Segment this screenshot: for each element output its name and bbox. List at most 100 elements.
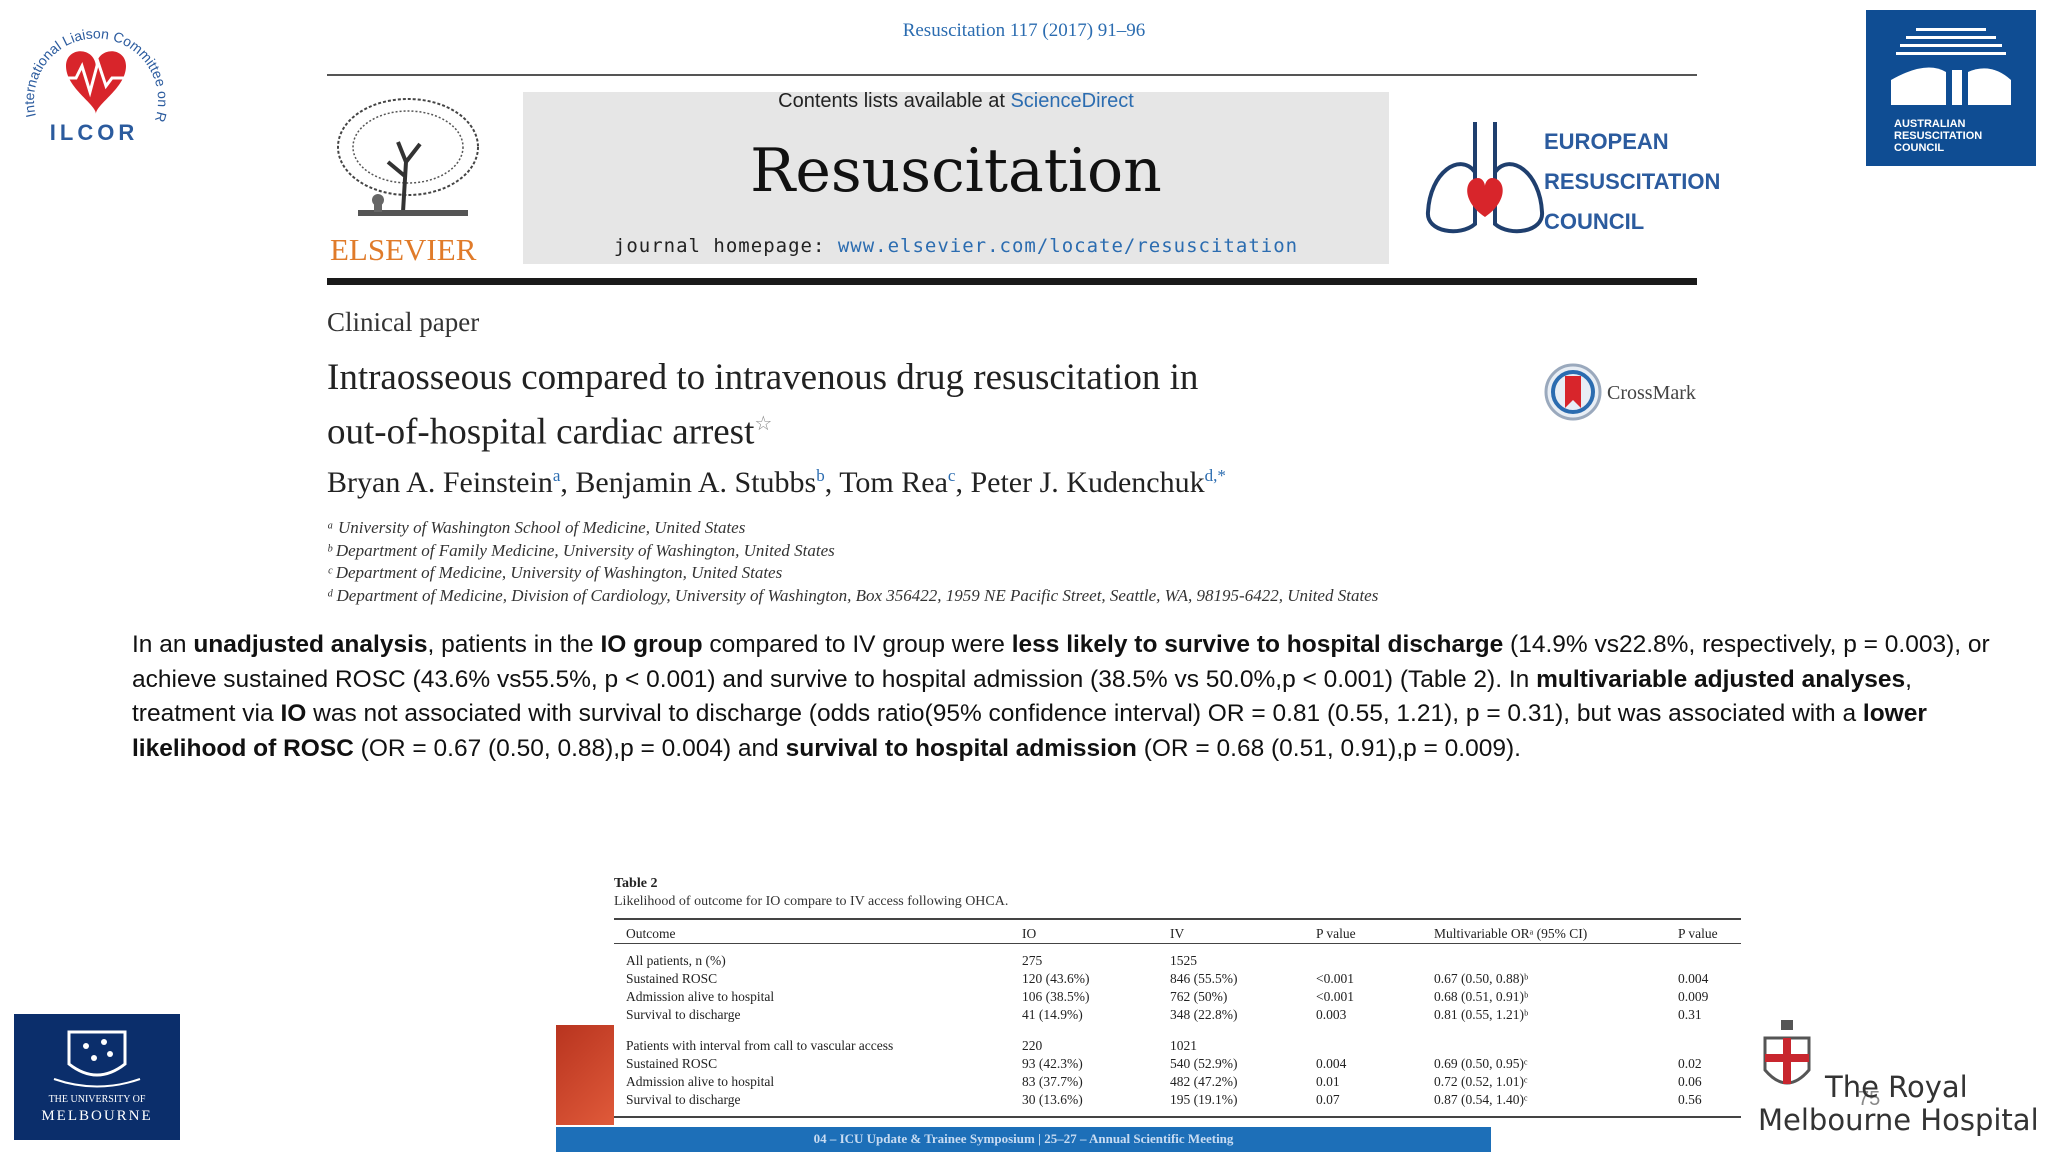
summary-emphasis: IO <box>280 700 307 727</box>
affiliation: ᵈ Department of Medicine, Division of Ca… <box>327 586 1379 605</box>
summary-text: , patients in the <box>427 631 601 658</box>
title-star-icon: ☆ <box>754 413 773 435</box>
author-name: Benjamin A. Stubbs <box>575 466 817 499</box>
ilcor-logo: International Liaison Committee on Resus… <box>6 6 171 145</box>
unimelb-top: THE UNIVERSITY OF <box>48 1094 146 1105</box>
unimelb-logo <box>14 1014 180 1140</box>
table-header-cell: Outcome <box>626 926 676 941</box>
table-cell: 0.01 <box>1316 1074 1340 1089</box>
table-cell: 0.07 <box>1316 1092 1340 1107</box>
table-cell: 762 (50%) <box>1170 989 1228 1004</box>
summary-emphasis: multivariable adjusted analyses <box>1536 665 1906 693</box>
table-cell: <0.001 <box>1316 989 1354 1004</box>
table-rule-top <box>614 918 1741 920</box>
arc-line3: COUNCIL <box>1894 142 1945 154</box>
summary-emphasis: less likely to survive to hospital disch… <box>1011 631 1504 658</box>
table-cell: 0.003 <box>1316 1007 1347 1022</box>
table-cell: 0.69 (0.50, 0.95)ᶜ <box>1434 1056 1528 1071</box>
author-list: Bryan A. Feinsteina, Benjamin A. Stubbsb… <box>327 466 1226 499</box>
title-line2: out-of-hospital cardiac arrest <box>327 411 755 453</box>
homepage-prefix: journal homepage: <box>613 235 838 257</box>
summary-text: was not associated with survival to disc… <box>306 700 1863 727</box>
table-cell: <0.001 <box>1316 971 1354 986</box>
summary-paragraph: In an unadjusted analysis, patients in t… <box>132 628 2012 766</box>
table-cell: 83 (37.7%) <box>1022 1074 1083 1089</box>
table-row-label: Sustained ROSC <box>626 971 718 986</box>
elsevier-wordmark: ELSEVIER <box>330 232 477 267</box>
table-row-label: Admission alive to hospital <box>626 989 775 1004</box>
contents-line: Contents lists available at ScienceDirec… <box>523 90 1389 113</box>
table-row-label: Survival to discharge <box>626 1092 741 1107</box>
table-row-label: All patients, n (%) <box>626 953 726 968</box>
table-row-label: Sustained ROSC <box>626 1056 718 1071</box>
summary-text: (OR = 0.68 (0.51, 0.91),p = 0.009). <box>1136 734 1521 762</box>
slide-number: 75 <box>1858 1088 1881 1110</box>
rmh-crest-icon <box>1763 1020 1811 1085</box>
table-rule-bottom <box>614 1116 1741 1118</box>
author-sup: d,* <box>1204 466 1226 485</box>
author-sup: c <box>947 466 956 485</box>
table-cell: 93 (42.3%) <box>1022 1056 1083 1071</box>
table-cell: 0.87 (0.54, 1.40)ᶜ <box>1434 1092 1528 1107</box>
journal-title: Resuscitation <box>750 136 1162 206</box>
table-row-label: Survival to discharge <box>626 1007 741 1022</box>
rmh-line1: The Royal <box>1825 1070 1968 1104</box>
table-title: Table 2 <box>614 876 658 891</box>
summary-emphasis: IO group <box>600 631 703 658</box>
table-cell: 348 (22.8%) <box>1170 1007 1238 1022</box>
author-name: Tom Rea <box>839 466 948 499</box>
affiliation: ᵃ University of Washington School of Med… <box>327 518 746 537</box>
crossmark-label[interactable]: CrossMark <box>1607 382 1696 404</box>
table-header-cell: P value <box>1316 926 1356 941</box>
journal-banner <box>523 92 1389 264</box>
arc-line1: AUSTRALIAN <box>1894 118 1966 130</box>
table-header-cell: IV <box>1170 926 1185 941</box>
crossmark-icon[interactable] <box>1543 362 1603 422</box>
erc-line2: RESUSCITATION <box>1544 169 1721 194</box>
arc-emblem-icon <box>1891 28 2011 105</box>
table-cell: 220 <box>1022 1038 1043 1053</box>
summary-text: , treatment via <box>132 665 1912 728</box>
table-cell: 0.81 (0.55, 1.21)ᵇ <box>1434 1007 1529 1022</box>
sciencedirect-link[interactable]: ScienceDirect <box>1010 90 1134 112</box>
header-rule-top <box>327 74 1697 76</box>
table-cell: 1525 <box>1170 953 1197 968</box>
summary-emphasis: unadjusted analysis <box>193 631 428 658</box>
table-caption: Likelihood of outcome for IO compare to … <box>614 894 1009 909</box>
homepage-line: journal homepage: www.elsevier.com/locat… <box>523 235 1389 257</box>
table-cell: 482 (47.2%) <box>1170 1074 1238 1089</box>
section-label: Clinical paper <box>327 307 480 337</box>
table-cell: 0.56 <box>1678 1092 1702 1107</box>
header-rule-bottom <box>327 278 1697 285</box>
table-cell: 1021 <box>1170 1038 1197 1053</box>
summary-text: (14.9% vs22.8%, respectively, p = 0.003)… <box>132 631 1990 693</box>
table-header-cell: IO <box>1022 926 1037 941</box>
author-sup: a <box>552 466 561 485</box>
summary-text: (OR = 0.67 (0.50, 0.88),p = 0.004) and <box>353 734 786 762</box>
arc-logo: AUSTRALIAN RESUSCITATION COUNCIL <box>1866 10 2036 166</box>
table-rule-header <box>614 943 1741 944</box>
table-cell: 0.67 (0.50, 0.88)ᵇ <box>1434 971 1529 986</box>
author-sup: b <box>816 466 825 485</box>
homepage-link[interactable]: www.elsevier.com/locate/resuscitation <box>837 235 1299 257</box>
footer-bar <box>556 1127 1491 1152</box>
table-cell: 106 (38.5%) <box>1022 989 1090 1004</box>
erc-wordmark: EUROPEAN RESUSCITATION COUNCIL <box>1544 122 1720 242</box>
erc-line1: EUROPEAN <box>1544 129 1669 154</box>
author-name: Bryan A. Feinstein <box>327 466 553 499</box>
affiliation: ᵇ Department of Family Medicine, Univers… <box>327 541 835 560</box>
elsevier-tree-icon <box>337 98 479 216</box>
rmh-line2: Melbourne Hospital <box>1758 1103 2039 1137</box>
table-cell: 846 (55.5%) <box>1170 971 1238 986</box>
title-line1: Intraosseous compared to intravenous dru… <box>327 357 1199 398</box>
table-cell: 120 (43.6%) <box>1022 971 1090 986</box>
erc-lungs-icon <box>1426 122 1544 234</box>
table-cell: 0.004 <box>1678 971 1709 986</box>
contents-prefix: Contents lists available at <box>778 90 1011 112</box>
table-row-label: Patients with interval from call to vasc… <box>626 1038 894 1053</box>
table-cell: 0.31 <box>1678 1007 1702 1022</box>
table-cell: 30 (13.6%) <box>1022 1092 1083 1107</box>
arc-line2: RESUSCITATION <box>1894 130 1983 142</box>
table-cell: 275 <box>1022 953 1043 968</box>
footer-text: 04 – ICU Update & Trainee Symposium | 25… <box>813 1131 1234 1146</box>
